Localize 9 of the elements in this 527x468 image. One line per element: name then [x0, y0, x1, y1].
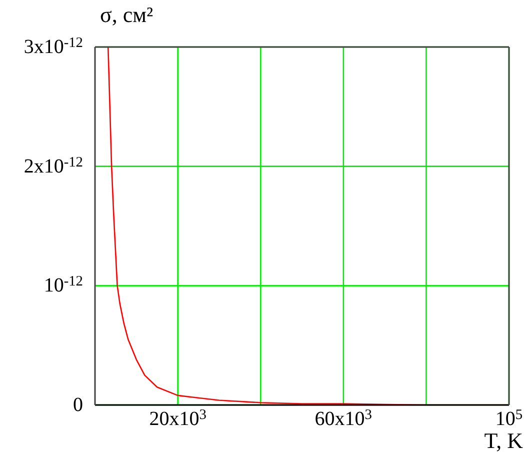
x-tick-label: 20x10$^{3}$	[149, 406, 206, 430]
y-axis-title: σ, см²	[100, 2, 154, 28]
x-axis-title: T, K	[484, 428, 523, 454]
y-tick-label: 3x10$^{-12}$	[24, 34, 83, 58]
y-tick-label: 0	[73, 394, 83, 416]
y-tick-label: 2x10$^{-12}$	[24, 154, 83, 178]
x-tick-label: 10$^{5}$	[495, 406, 523, 430]
x-tick-label: 60x10$^{3}$	[314, 406, 372, 430]
y-tick-label: 10$^{-12}$	[44, 273, 83, 297]
